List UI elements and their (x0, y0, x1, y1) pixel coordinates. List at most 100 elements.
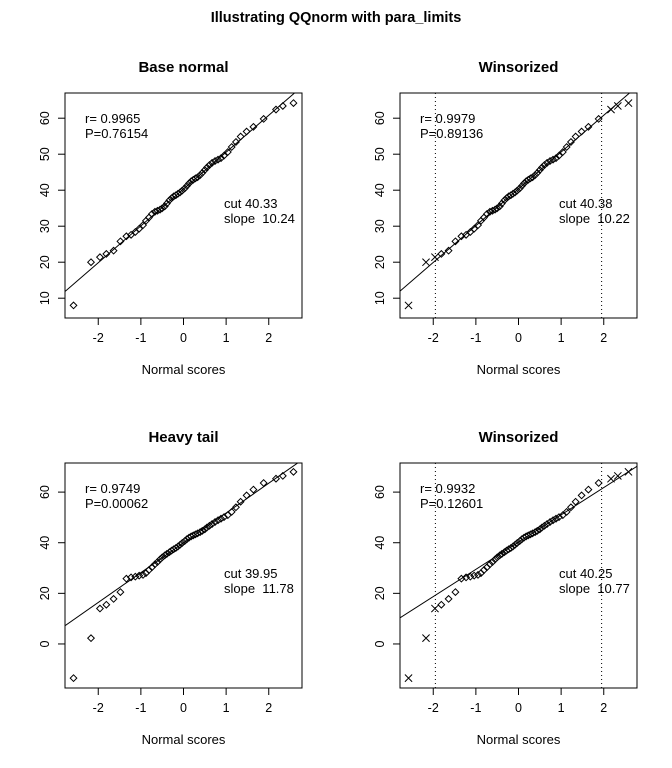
qq-point-diamond (540, 160, 549, 170)
figure-title: Illustrating QQnorm with para_limits (210, 10, 462, 26)
y-tick-label: 0 (373, 640, 387, 647)
qq-point-diamond (116, 588, 125, 597)
qq-point-x (607, 474, 615, 483)
slope-value-label: slope 10.22 (559, 211, 630, 226)
qq-point-x (430, 604, 439, 613)
qq-point-diamond (488, 557, 497, 566)
qq-point-diamond (227, 507, 236, 516)
qq-point-diamond (217, 514, 226, 523)
qq-point-diamond (86, 634, 96, 643)
qq-point-diamond (176, 188, 185, 197)
y-tick-label: 30 (38, 219, 52, 233)
qq-point-diamond (182, 181, 191, 190)
qq-point-diamond (566, 137, 575, 146)
x-tick-label: -1 (470, 701, 481, 715)
x-tick-label: 2 (600, 701, 607, 715)
x-tick-label: 0 (180, 331, 187, 345)
qq-point-x (422, 258, 430, 267)
x-tick-label: -2 (93, 331, 104, 345)
qq-point-diamond (162, 549, 171, 558)
y-tick-label: 10 (373, 291, 387, 305)
qq-panel-base-normal: Base normal Normal scores -2 -1 0 1 2 10 20 30 40 5… (38, 59, 303, 377)
qq-point-diamond (493, 204, 502, 213)
qq-point-diamond (594, 114, 603, 123)
x-tick-label: 1 (558, 331, 565, 345)
qq-point-diamond (437, 249, 446, 258)
qq-point-diamond (217, 154, 226, 163)
qq-point-diamond (533, 168, 542, 177)
r-value-label: r= 0.9979 (420, 111, 475, 126)
qq-point-x (607, 105, 615, 114)
qq-point-diamond (554, 151, 564, 160)
qq-point-diamond (495, 202, 504, 211)
qq-point-x (404, 674, 413, 683)
qq-point-diamond (531, 171, 540, 180)
y-tick-label: 0 (38, 640, 52, 647)
qq-point-diamond (156, 555, 165, 564)
qq-point-diamond (198, 168, 207, 177)
qq-point-x (624, 467, 633, 476)
qq-point-diamond (493, 553, 502, 562)
x-tick-label: 0 (180, 701, 187, 715)
qq-point-diamond (198, 526, 207, 535)
qq-point-diamond (482, 209, 491, 218)
qq-point-diamond (196, 528, 205, 537)
qq-point-diamond (470, 224, 479, 233)
qq-point-diamond (451, 237, 460, 246)
qq-point-diamond (259, 478, 268, 488)
p-value-label: P=0.76154 (85, 126, 148, 141)
qq-point-x (624, 99, 633, 108)
qq-point-diamond (158, 204, 167, 213)
qq-point-diamond (558, 148, 567, 157)
qq-point-diamond (289, 467, 298, 476)
qq-point-diamond (562, 507, 571, 516)
qq-point-diamond (171, 544, 180, 553)
qq-point-diamond (451, 588, 460, 597)
cut-value-label: cut 40.33 (224, 196, 278, 211)
qq-point-diamond (511, 188, 520, 197)
qq-point-diamond (208, 158, 217, 167)
x-tick-label: 2 (265, 701, 272, 715)
x-tick-label: -2 (428, 331, 439, 345)
qq-point-diamond (470, 571, 479, 580)
qq-point-diamond (466, 572, 475, 581)
qq-point-diamond (214, 516, 223, 525)
qq-point-diamond (278, 101, 287, 110)
qq-point-diamond (543, 158, 552, 167)
qq-point-diamond (236, 132, 245, 141)
x-tick-label: -1 (135, 701, 146, 715)
qq-point-diamond (165, 196, 174, 205)
qq-point-diamond (537, 163, 546, 172)
qq-point-diamond (231, 503, 240, 512)
qq-point-diamond (249, 485, 258, 494)
qq-point-diamond (511, 540, 520, 549)
y-tick-label: 50 (38, 147, 52, 161)
qq-point-diamond (577, 127, 586, 136)
qq-point-diamond (219, 513, 229, 522)
qq-point-diamond (138, 570, 148, 579)
qq-point-diamond (535, 166, 544, 175)
qq-point-diamond (162, 199, 171, 208)
x-tick-label: 2 (600, 331, 607, 345)
qq-point-diamond (180, 184, 189, 193)
qq-point-diamond (214, 155, 223, 164)
qq-point-diamond (153, 557, 162, 566)
qq-point-diamond (231, 137, 240, 146)
qq-point-diamond (537, 523, 546, 532)
qq-point-diamond (491, 555, 500, 564)
x-axis-label: Normal scores (142, 732, 226, 747)
y-tick-label: 20 (373, 255, 387, 269)
x-axis-label: Normal scores (477, 362, 561, 377)
qq-point-diamond (577, 491, 586, 500)
qq-point-diamond (552, 154, 561, 163)
y-tick-label: 20 (38, 586, 52, 600)
y-tick-label: 60 (38, 485, 52, 499)
qq-point-diamond (497, 199, 506, 208)
panel-title: Heavy tail (148, 429, 218, 446)
p-value-label: P=0.12601 (420, 496, 483, 511)
qq-point-diamond (531, 528, 540, 537)
panel-title: Winsorized (479, 429, 559, 446)
qq-point-diamond (584, 485, 593, 494)
r-value-label: r= 0.9965 (85, 111, 140, 126)
